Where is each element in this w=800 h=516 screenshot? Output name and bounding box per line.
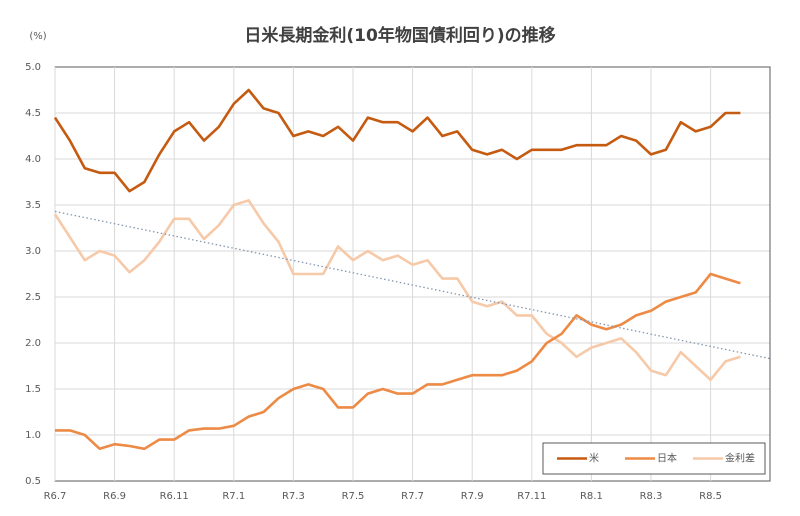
x-tick-label: R6.9: [103, 491, 126, 502]
x-tick-label: R7.9: [461, 491, 484, 502]
chart-title: 日米長期金利(10年物国債利回り)の推移: [244, 25, 555, 46]
legend: 米 日本 金利差: [542, 442, 766, 475]
trendline: [54, 210, 771, 360]
y-axis-label: (%): [29, 31, 46, 42]
x-tick-label: R7.3: [282, 491, 305, 502]
x-tick-label: R7.11: [517, 491, 546, 502]
y-tick-label: 4.5: [25, 108, 41, 119]
legend-label: 金利差: [725, 452, 755, 465]
x-tick-label: R7.7: [401, 491, 424, 502]
y-tick-label: 5.0: [25, 62, 41, 73]
y-tick-label: 4.0: [25, 154, 41, 165]
x-tick-label: R8.1: [580, 491, 603, 502]
y-tick-label: 2.5: [25, 292, 41, 303]
series-line: [53, 88, 741, 193]
x-tick-label: R7.5: [342, 491, 365, 502]
series-line: [55, 272, 741, 451]
y-tick-label: 0.5: [25, 476, 41, 487]
y-tick-label: 1.0: [25, 430, 41, 441]
series-line: [53, 199, 741, 382]
y-tick-label: 3.0: [25, 246, 41, 257]
x-tick-label: R8.3: [640, 491, 663, 502]
x-tick-label: R7.1: [222, 491, 245, 502]
x-tick-label: R6.7: [44, 491, 67, 502]
y-tick-label: 1.5: [25, 384, 41, 395]
y-tick-label: 2.0: [25, 338, 41, 349]
legend-label: 米: [589, 452, 599, 465]
legend-label: 日本: [657, 452, 677, 465]
x-tick-label: R6.11: [160, 491, 189, 502]
x-tick-label: R8.5: [699, 491, 722, 502]
y-tick-label: 3.5: [25, 200, 41, 211]
